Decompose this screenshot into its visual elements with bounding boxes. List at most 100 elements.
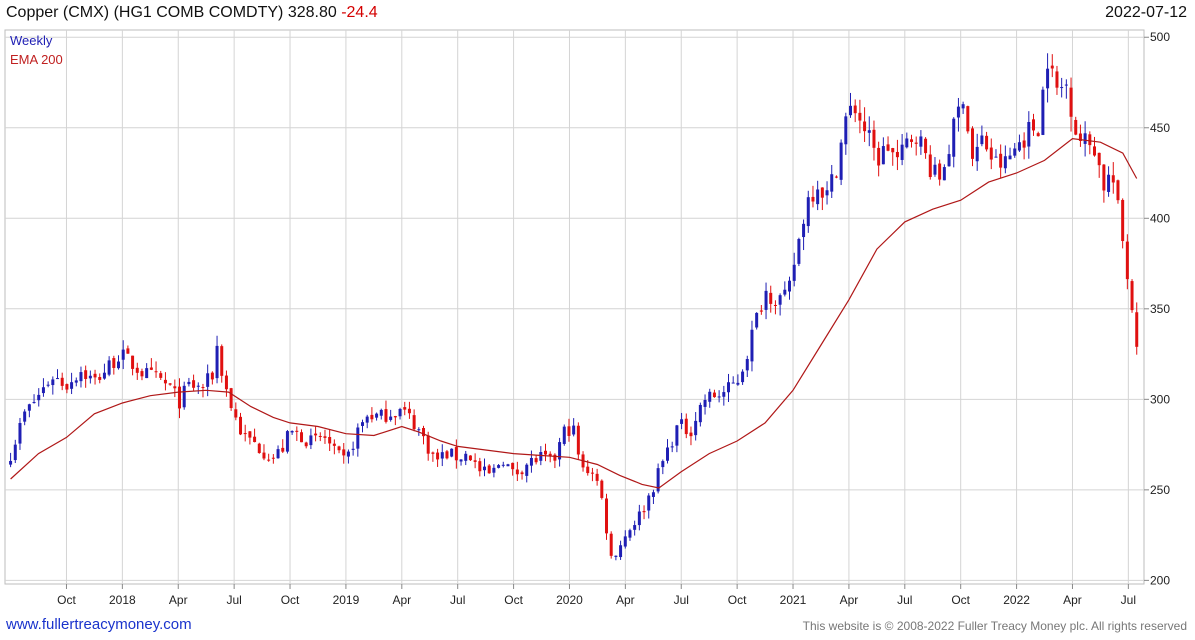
candle-body <box>215 345 219 379</box>
candle-body <box>201 387 205 389</box>
candle-body <box>731 382 735 384</box>
candle-body <box>670 446 674 448</box>
candle-body <box>1078 133 1082 141</box>
candle-body <box>1050 65 1054 69</box>
candle-body <box>891 148 895 153</box>
candle-body <box>506 464 510 467</box>
candle-body <box>1121 199 1125 242</box>
candle-body <box>952 118 956 157</box>
candle-body <box>365 416 369 423</box>
candle-body <box>839 142 843 180</box>
x-tick-label: Jul <box>450 593 465 607</box>
candle-body <box>98 376 102 380</box>
y-tick-label: 400 <box>1150 211 1170 225</box>
x-tick-label: 2020 <box>556 593 583 607</box>
candle-body <box>764 290 768 310</box>
y-tick-label: 450 <box>1150 121 1170 135</box>
candle-body <box>389 416 393 420</box>
candle-body <box>375 413 379 418</box>
candle-body <box>769 292 773 304</box>
candle-body <box>224 375 228 390</box>
candle-body <box>999 153 1003 168</box>
candle-body <box>633 525 637 530</box>
y-tick-label: 300 <box>1150 392 1170 406</box>
candle-body <box>290 431 294 433</box>
candle-body <box>440 452 444 459</box>
candle-body <box>239 416 243 435</box>
candle-body <box>1097 152 1101 166</box>
candle-body <box>1017 142 1021 151</box>
candle-body <box>487 465 491 474</box>
candle-body <box>590 472 594 474</box>
candle-body <box>60 377 64 386</box>
candle-body <box>1083 133 1087 144</box>
candle-body <box>525 464 529 476</box>
last-price: 328.80 <box>287 4 337 21</box>
candle-body <box>989 147 993 160</box>
candle-body <box>196 385 200 387</box>
candle-body <box>56 378 60 380</box>
ema-line <box>10 137 1138 489</box>
candle-body <box>684 418 688 435</box>
x-tick-label: 2022 <box>1003 593 1030 607</box>
candle-body <box>703 399 707 407</box>
candle-body <box>806 197 810 227</box>
candle-body <box>928 154 932 178</box>
candle-body <box>975 146 979 162</box>
candle-body <box>558 442 562 460</box>
chart-date: 2022-07-12 <box>1105 4 1187 21</box>
candle-body <box>811 196 815 202</box>
x-tick-label: 2018 <box>109 593 136 607</box>
candle-body <box>370 414 374 420</box>
candle-body <box>450 448 454 457</box>
candle-body <box>548 453 552 457</box>
candle-body <box>511 462 515 470</box>
candle-body <box>942 167 946 181</box>
candle-body <box>102 372 106 379</box>
candle-body <box>262 452 266 459</box>
candle-body <box>1032 119 1036 131</box>
candle-body <box>497 465 501 468</box>
candle-body <box>229 388 233 409</box>
candle-body <box>93 373 97 378</box>
candle-body <box>722 392 726 397</box>
candle-body <box>412 415 416 430</box>
candle-body <box>980 135 984 145</box>
candle-body <box>539 452 543 461</box>
candle-body <box>483 466 487 471</box>
candle-body <box>276 449 280 459</box>
x-tick-label: Oct <box>57 593 76 607</box>
candle-body <box>1130 281 1134 311</box>
candle-body <box>314 433 318 436</box>
candle-body <box>27 404 31 411</box>
candle-body <box>914 142 918 144</box>
candle-body <box>515 469 519 475</box>
candle-body <box>562 426 566 444</box>
candle-body <box>361 422 365 426</box>
candle-body <box>192 380 196 388</box>
candle-body <box>567 426 571 436</box>
x-tick-label: Jul <box>226 593 241 607</box>
candle-body <box>206 373 210 387</box>
candle-body <box>445 451 449 459</box>
candle-body <box>346 451 350 457</box>
ema-200-line <box>10 137 1138 489</box>
site-link[interactable]: www.fullertreacymoney.com <box>6 616 192 633</box>
x-tick-label: Oct <box>504 593 523 607</box>
candle-body <box>88 375 92 379</box>
candle-body <box>1022 140 1026 148</box>
legend-ema: EMA 200 <box>10 52 63 67</box>
candle-body <box>614 555 618 557</box>
x-tick-label: Apr <box>169 593 188 607</box>
x-tick-label: Apr <box>616 593 635 607</box>
candle-body <box>900 144 904 160</box>
candle-body <box>947 154 951 167</box>
candle-body <box>281 447 285 452</box>
candle-body <box>910 139 914 142</box>
candle-body <box>553 454 557 461</box>
candle-body <box>426 435 430 454</box>
y-axis: 200 250 300 350 400 450 500 <box>1144 30 1170 587</box>
candle-body <box>830 174 834 192</box>
candle-body <box>924 138 928 154</box>
